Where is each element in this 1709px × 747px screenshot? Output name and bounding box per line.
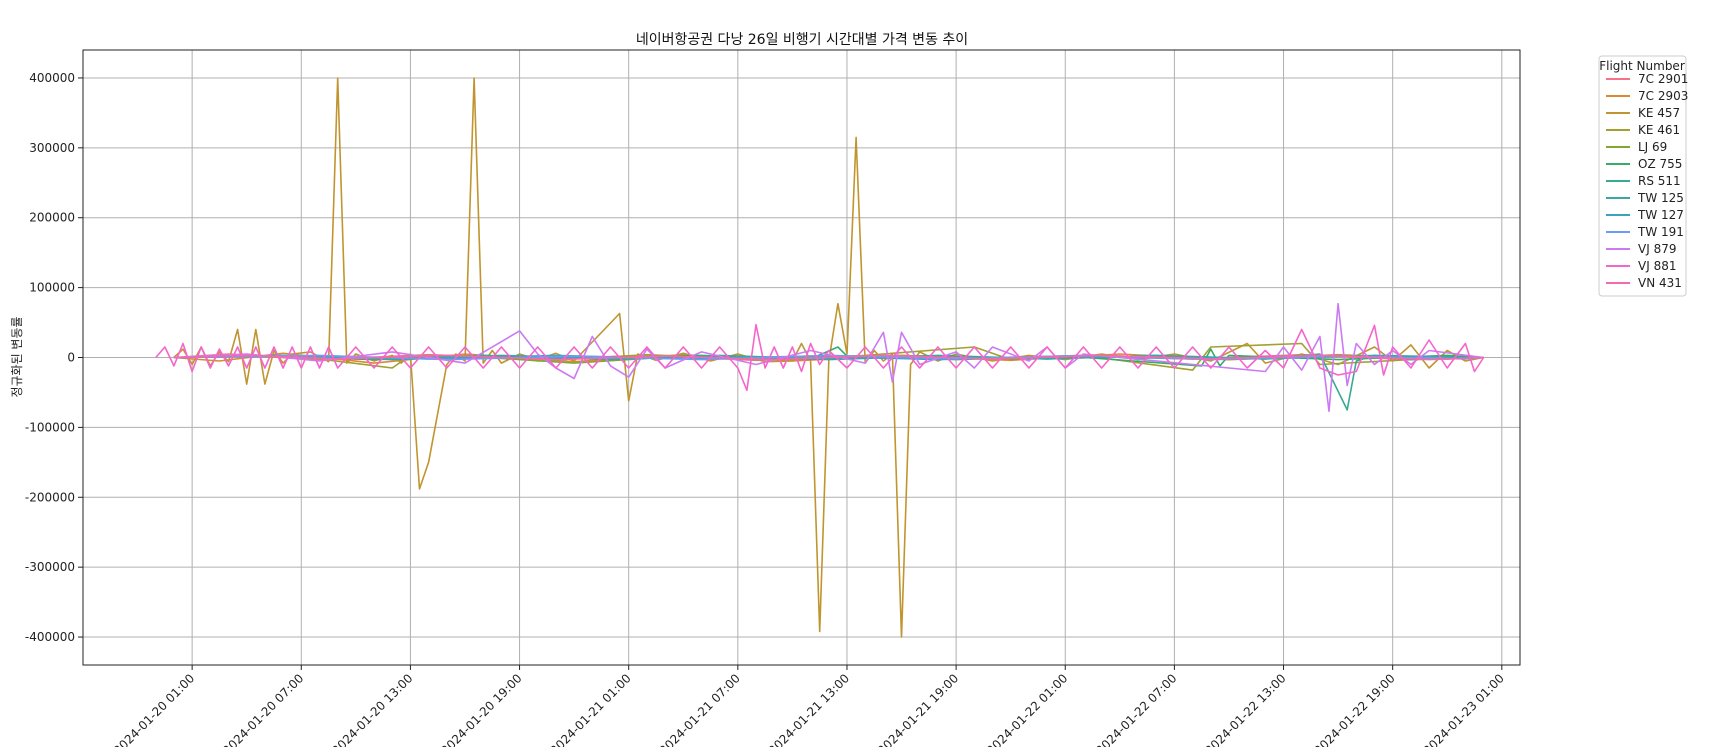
x-tick-label: 2024-01-21 01:00 <box>547 671 633 747</box>
x-tick-label: 2024-01-22 13:00 <box>1202 671 1288 747</box>
legend-label: TW 191 <box>1637 225 1684 239</box>
y-tick-label: 300000 <box>29 141 75 155</box>
legend-entry: VJ 879 <box>1606 242 1676 256</box>
x-tick-label: 2024-01-23 01:00 <box>1421 671 1507 747</box>
x-tick-label: 2024-01-21 19:00 <box>875 671 961 747</box>
legend-label: VJ 879 <box>1638 242 1676 256</box>
y-axis-label: 정규화된 변동률 <box>10 316 24 397</box>
series-layer <box>155 77 1485 638</box>
legend-entry: TW 125 <box>1606 191 1684 205</box>
y-tick-label: -300000 <box>25 560 75 574</box>
legend-entry: 7C 2901 <box>1606 72 1688 86</box>
legend-title: Flight Number <box>1599 59 1685 73</box>
legend-entry: TW 191 <box>1606 225 1684 239</box>
x-tick-label: 2024-01-20 01:00 <box>111 671 197 747</box>
y-tick-label: -100000 <box>25 420 75 434</box>
legend-label: TW 125 <box>1637 191 1684 205</box>
legend-label: RS 511 <box>1638 174 1681 188</box>
legend-label: 7C 2903 <box>1638 89 1688 103</box>
legend-label: KE 461 <box>1638 123 1680 137</box>
series-line-vj-881 <box>155 323 1485 392</box>
x-tick-label: 2024-01-20 19:00 <box>438 671 524 747</box>
legend-entry: OZ 755 <box>1606 157 1682 171</box>
legend-entry: RS 511 <box>1606 174 1681 188</box>
y-tick-label: 0 <box>67 351 75 365</box>
legend-label: TW 127 <box>1637 208 1684 222</box>
legend-entry: 7C 2903 <box>1606 89 1688 103</box>
legend-entry: KE 457 <box>1606 106 1680 120</box>
chart-title: 네이버항공권 다낭 26일 비행기 시간대별 가격 변동 추이 <box>636 32 968 48</box>
x-tick-label: 2024-01-21 07:00 <box>657 671 743 747</box>
y-tick-label: 400000 <box>29 71 75 85</box>
x-tick-label: 2024-01-20 07:00 <box>220 671 306 747</box>
x-tick-label: 2024-01-20 13:00 <box>329 671 415 747</box>
legend-entry: VJ 881 <box>1606 259 1676 273</box>
legend-entry: KE 461 <box>1606 123 1680 137</box>
x-axis: 2024-01-20 01:00 2024-01-20 07:00 2024-01-… <box>111 665 1507 747</box>
series-line-vn-431 <box>173 354 1484 361</box>
legend: Flight Number 7C 2901 7C 2903 KE 457 KE 461… <box>1598 55 1688 297</box>
legend-box <box>1598 55 1687 297</box>
x-tick-label: 2024-01-22 19:00 <box>1311 671 1397 747</box>
legend-label: VN 431 <box>1638 276 1682 290</box>
legend-label: OZ 755 <box>1638 157 1682 171</box>
y-tick-label: -400000 <box>25 630 75 644</box>
legend-entry: VN 431 <box>1606 276 1682 290</box>
x-tick-label: 2024-01-22 01:00 <box>984 671 1070 747</box>
x-tick-label: 2024-01-21 13:00 <box>766 671 852 747</box>
legend-label: 7C 2901 <box>1638 72 1688 86</box>
legend-label: LJ 69 <box>1638 140 1667 154</box>
y-tick-label: 100000 <box>29 281 75 295</box>
legend-entry: TW 127 <box>1606 208 1684 222</box>
y-axis: 400000 300000 200000 100000 0 -100000 -200000 -… <box>25 71 83 644</box>
y-tick-label: -200000 <box>25 490 75 504</box>
y-tick-label: 200000 <box>29 211 75 225</box>
legend-label: VJ 881 <box>1638 259 1676 273</box>
legend-label: KE 457 <box>1638 106 1680 120</box>
x-tick-label: 2024-01-22 07:00 <box>1093 671 1179 747</box>
legend-entry: LJ 69 <box>1606 140 1667 154</box>
legend-items: 7C 2901 7C 2903 KE 457 KE 461 LJ 69 OZ 755 RS … <box>1606 72 1688 290</box>
